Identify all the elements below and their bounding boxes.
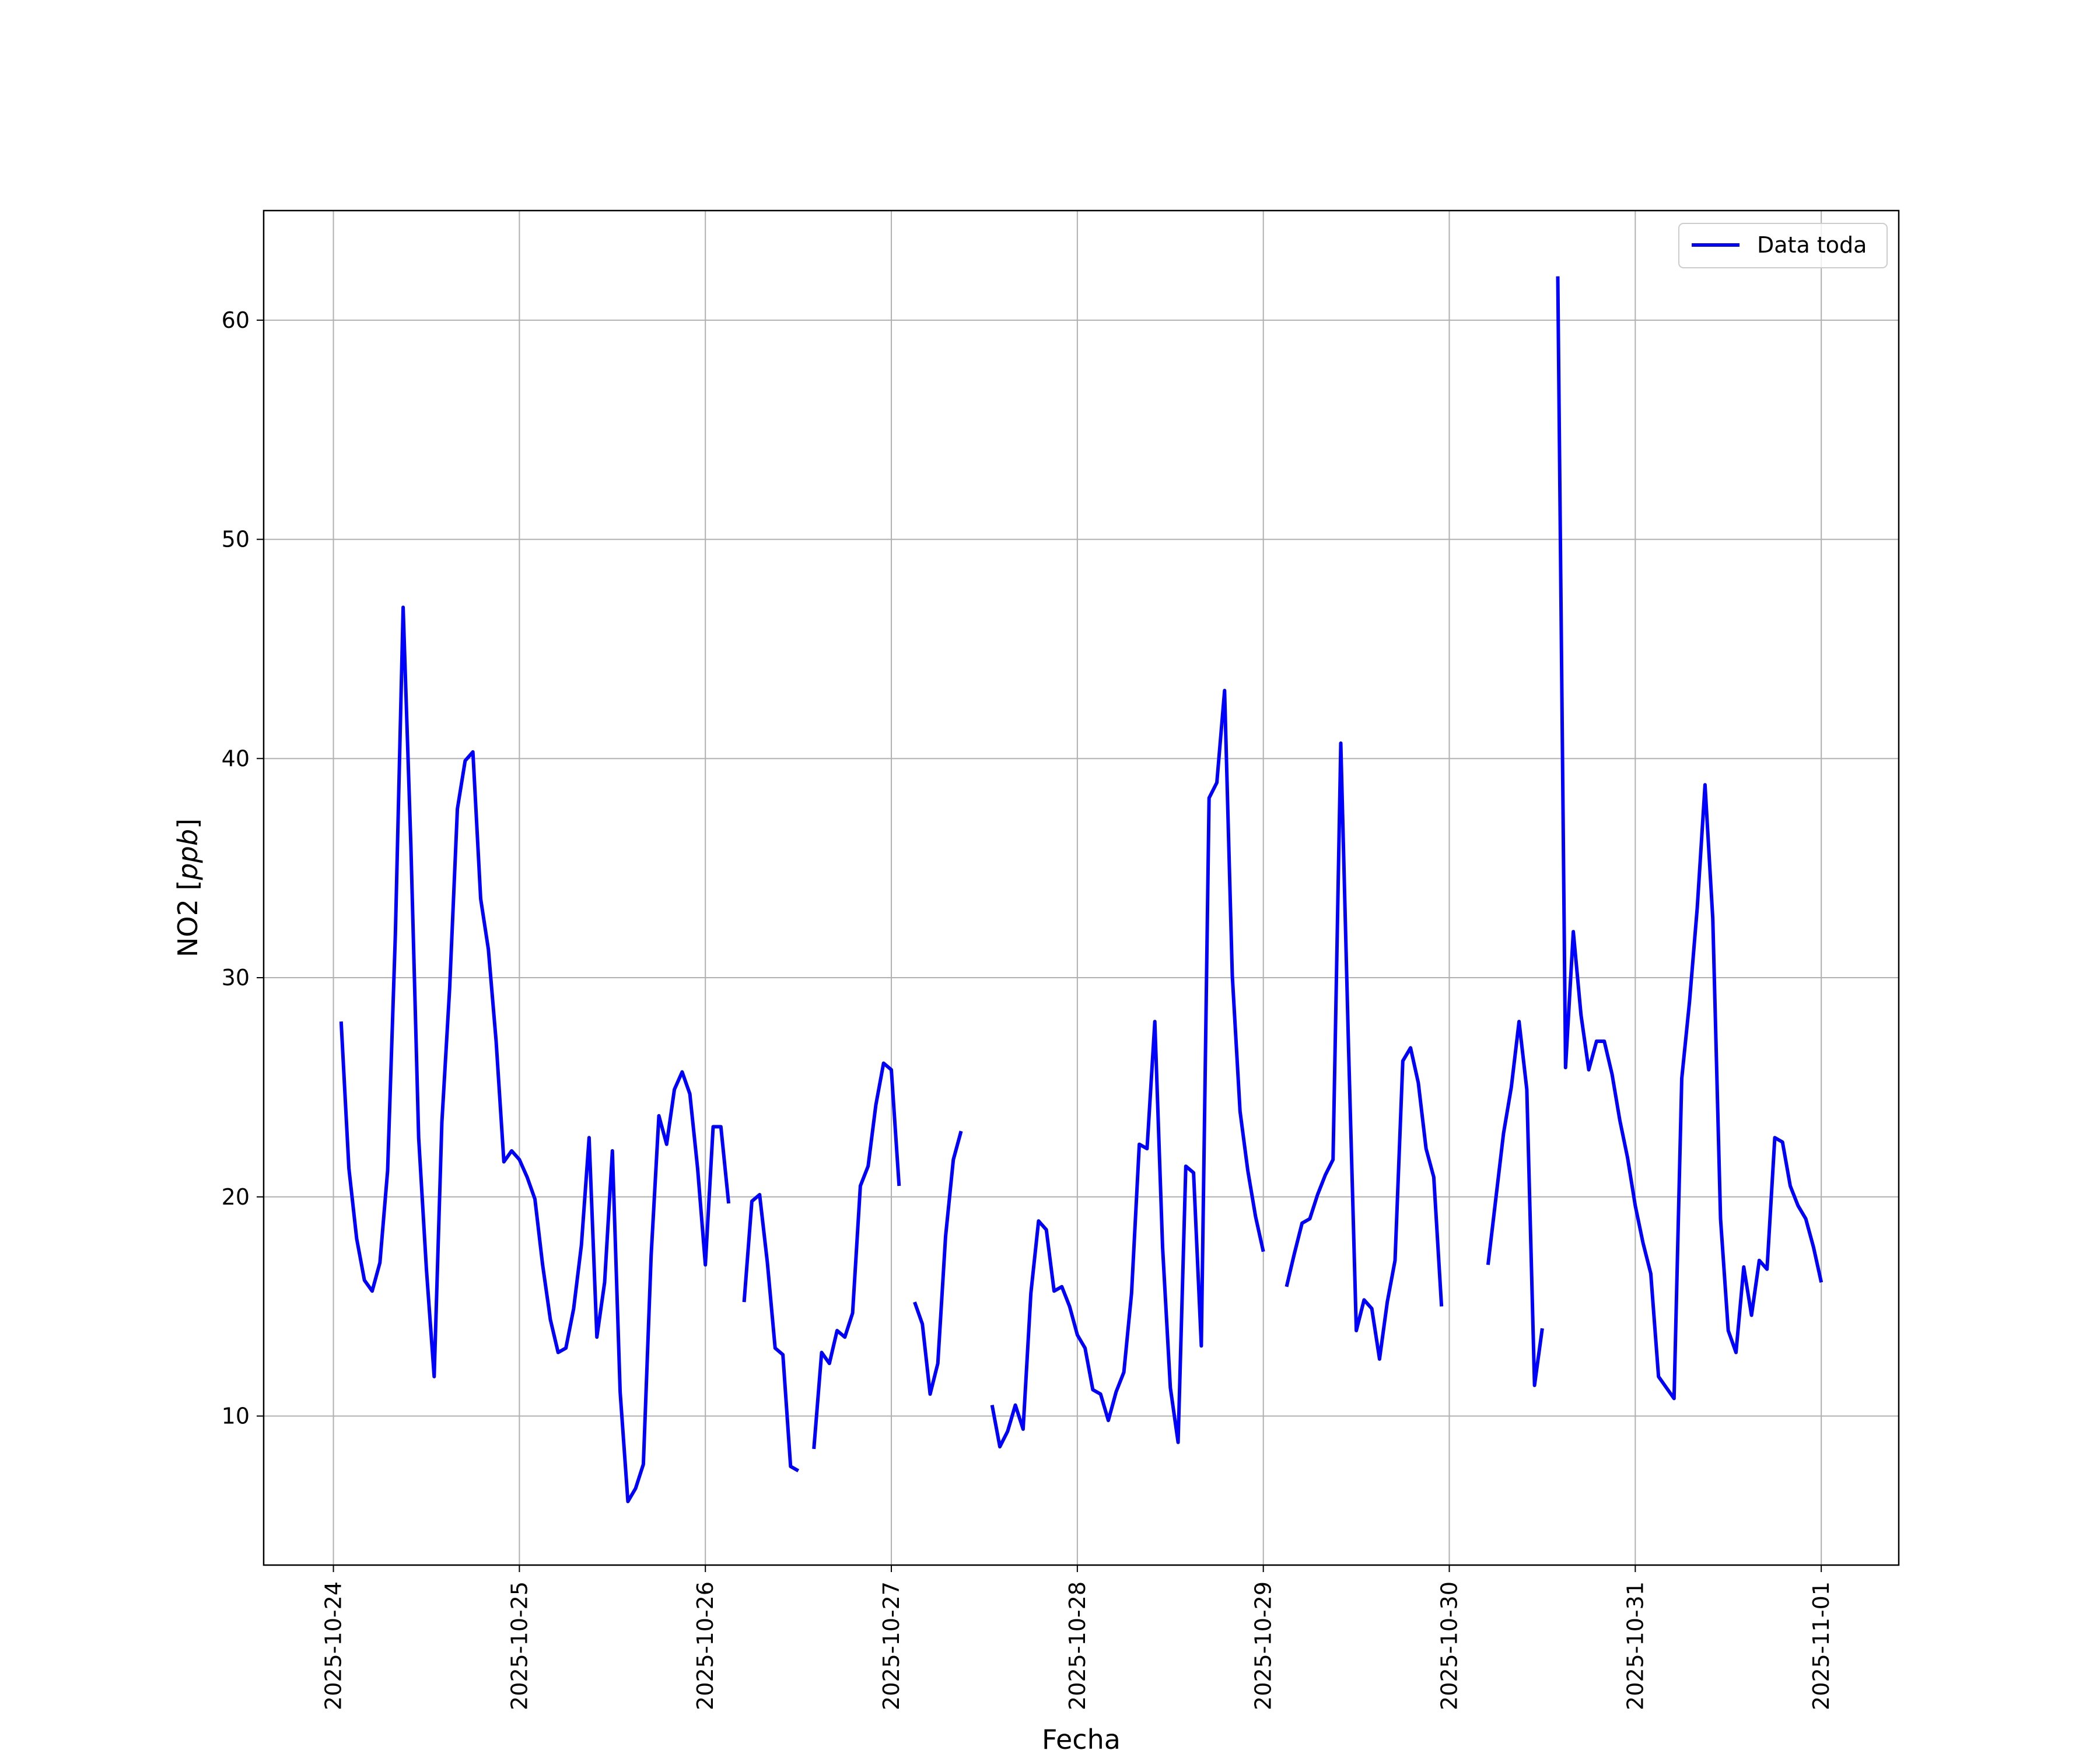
y-axis-label: NO2 [ppb] xyxy=(172,818,204,957)
series-line-segment xyxy=(812,1061,901,1450)
x-axis-label: Fecha xyxy=(1042,1724,1121,1750)
x-tick-label: 2025-10-30 xyxy=(1437,1581,1462,1710)
y-tick-label: 10 xyxy=(222,1404,250,1429)
series-line-segment xyxy=(742,1193,800,1473)
y-tick-label: 20 xyxy=(222,1184,250,1210)
x-tick-label: 2025-10-25 xyxy=(506,1581,532,1710)
x-tick-label: 2025-10-29 xyxy=(1251,1581,1276,1710)
plot-area-frame xyxy=(262,209,1900,1566)
x-axis-ticks: 2025-10-24 2025-10-25 2025-10-26 2025-10-27… xyxy=(321,1565,1834,1710)
x-tick-label: 2025-10-27 xyxy=(878,1581,904,1710)
x-tick-label: 2025-10-28 xyxy=(1065,1581,1090,1710)
y-axis-label-prefix: NO2 [ xyxy=(172,880,204,957)
series-line-segment xyxy=(913,1130,963,1396)
series-line-segment xyxy=(1284,741,1444,1361)
legend-entry-label: Data toda xyxy=(1757,232,1867,258)
series-line-segment xyxy=(1556,276,1824,1401)
y-axis-label-suffix: ] xyxy=(172,818,204,829)
x-tick-label: 2025-11-01 xyxy=(1808,1581,1834,1710)
legend: Data toda xyxy=(1678,223,1888,268)
legend-box xyxy=(1678,223,1888,268)
y-axis-label-unit: ppb xyxy=(172,829,204,881)
x-tick-label: 2025-10-24 xyxy=(321,1581,346,1710)
series-line-segment xyxy=(339,606,731,1503)
y-axis-ticks: 10 20 30 40 50 60 xyxy=(222,307,264,1429)
y-tick-label: 60 xyxy=(222,307,250,333)
series-line-segment xyxy=(1486,1020,1544,1387)
y-tick-label: 50 xyxy=(222,527,250,552)
grid-lines xyxy=(264,211,1899,1565)
series-lines xyxy=(339,276,1824,1503)
y-tick-label: 30 xyxy=(222,965,250,991)
series-line-segment xyxy=(990,688,1265,1449)
x-tick-label: 2025-10-26 xyxy=(692,1581,718,1710)
x-tick-label: 2025-10-31 xyxy=(1622,1581,1648,1710)
y-tick-label: 40 xyxy=(222,746,250,771)
